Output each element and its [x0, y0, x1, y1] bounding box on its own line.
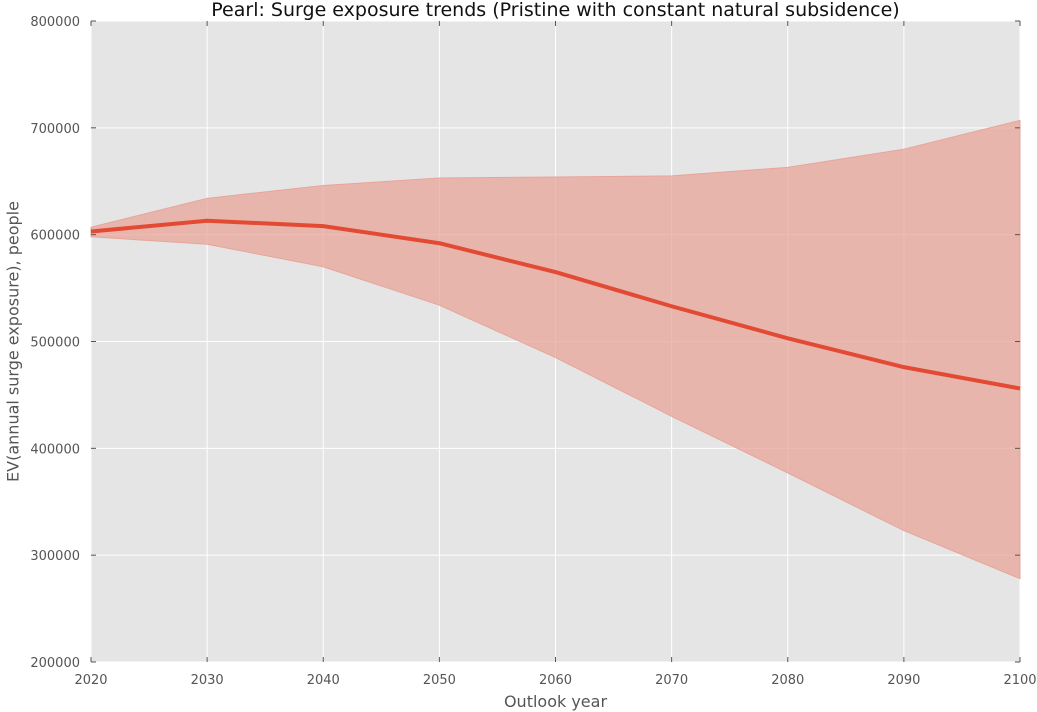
y-tick-labels: 200000 300000 400000 500000 600000 700000 8000… [30, 15, 80, 671]
uncertainty-band-group [90, 119, 1021, 580]
y-tick-label: 300000 [30, 549, 80, 564]
x-axis-label: Outlook year [504, 692, 608, 711]
y-tick-label: 400000 [30, 442, 80, 457]
chart-title: Pearl: Surge exposure trends (Pristine w… [211, 0, 899, 21]
x-tick-label: 2040 [307, 673, 340, 688]
y-tick-label: 600000 [30, 229, 80, 244]
y-tick-label: 700000 [30, 122, 80, 137]
x-tick-label: 2080 [771, 673, 804, 688]
series-lines [90, 218, 1021, 391]
y-tick-label: 200000 [30, 656, 80, 671]
y-tick-label: 500000 [30, 336, 80, 351]
y-tick-label: 800000 [30, 15, 80, 30]
x-tick-label: 2070 [655, 673, 688, 688]
uncertainty-band [90, 119, 1021, 580]
x-tick-label: 2060 [539, 673, 572, 688]
x-tick-label: 2030 [191, 673, 224, 688]
axis-ticks [90, 20, 1021, 663]
x-tick-label: 2020 [74, 673, 107, 688]
y-axis-label: EV(annual surge exposure), people [4, 201, 23, 482]
x-tick-labels: 2020 2030 2040 2050 2060 2070 2080 2090 2100 [74, 673, 1036, 688]
x-tick-label: 2050 [423, 673, 456, 688]
x-tick-label: 2100 [1003, 673, 1036, 688]
x-tick-label: 2090 [887, 673, 920, 688]
series-line [90, 218, 1021, 391]
